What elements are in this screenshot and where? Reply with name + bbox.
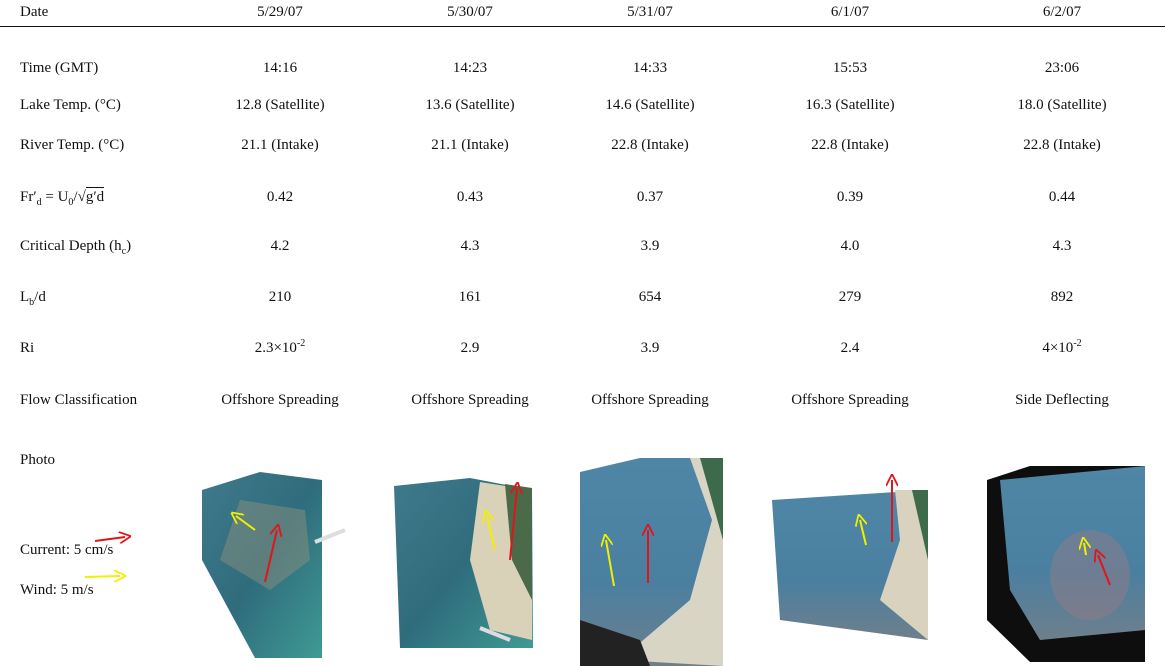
cell: 892 — [1050, 289, 1074, 305]
cell-part: L — [20, 289, 30, 305]
cell-part: ) — [126, 238, 132, 254]
cell: 21.1 (Intake) — [431, 137, 509, 153]
cell: 210 — [268, 289, 292, 305]
row-label: Flow Classification — [20, 392, 138, 408]
cell-part: Critical Depth (h — [20, 238, 122, 254]
cell-part: b — [29, 297, 35, 308]
row-label: Lake Temp. (°C) — [20, 97, 121, 113]
cell: 2.4 — [840, 340, 860, 356]
cell-part: √ — [77, 189, 86, 205]
row-label: River Temp. (°C) — [20, 137, 125, 153]
cell-part: = U — [41, 189, 69, 205]
cell: 14:16 — [262, 60, 298, 76]
cell: 22.8 (Intake) — [611, 137, 689, 153]
cell: Side Deflecting — [1015, 392, 1109, 408]
legend-arrows — [84, 537, 125, 577]
cell: 14.6 (Satellite) — [605, 97, 695, 113]
cell-part: / — [73, 189, 78, 205]
photo-2 — [394, 478, 533, 648]
row-label: Critical Depth (hc) — [20, 237, 132, 257]
cell-part: c — [121, 246, 127, 257]
cell: 0.37 — [636, 189, 664, 205]
cell: 279 — [838, 289, 862, 305]
cell: 2.3×10-2 — [255, 339, 306, 357]
cell: 0.42 — [266, 189, 294, 205]
cell: Offshore Spreading — [591, 392, 709, 408]
header-rule — [0, 26, 1165, 27]
cell: Offshore Spreading — [221, 392, 339, 408]
cell: 16.3 (Satellite) — [805, 97, 895, 113]
photo-1 — [202, 472, 346, 658]
photo-4 — [772, 480, 928, 640]
cell-part: g′d — [85, 187, 105, 205]
cell: 22.8 (Intake) — [811, 137, 889, 153]
cell: 4×10-2 — [1042, 339, 1081, 357]
cell: Offshore Spreading — [791, 392, 909, 408]
cell: 4.2 — [270, 238, 290, 254]
cell: 4.3 — [1052, 238, 1072, 254]
header-cell: 6/2/07 — [1042, 4, 1082, 20]
cell-part: 4×10 — [1042, 340, 1074, 356]
cell: 12.8 (Satellite) — [235, 97, 325, 113]
cell: 161 — [458, 289, 482, 305]
photo-5 — [987, 466, 1145, 662]
cell: 14:33 — [632, 60, 668, 76]
header-cell: 5/31/07 — [627, 4, 673, 20]
cell: Offshore Spreading — [411, 392, 529, 408]
header-cell: Date — [20, 4, 49, 20]
cell-part: -2 — [1073, 338, 1082, 349]
cell: 2.9 — [460, 340, 480, 356]
cell: 0.39 — [836, 189, 864, 205]
cell: 18.0 (Satellite) — [1017, 97, 1107, 113]
row-label: Time (GMT) — [20, 60, 99, 76]
cell: 3.9 — [640, 238, 660, 254]
cell: 0.44 — [1048, 189, 1076, 205]
cell-part: /d — [34, 289, 46, 305]
cell-part: d — [36, 197, 42, 208]
cell-part: 0 — [68, 197, 74, 208]
cell: 3.9 — [640, 340, 660, 356]
row-label: Photo — [20, 452, 56, 468]
photo-3 — [580, 458, 723, 666]
header-cell: 5/29/07 — [257, 4, 303, 20]
row-label: Lb/d — [20, 288, 46, 308]
cell: 4.0 — [840, 238, 860, 254]
header-cell: 5/30/07 — [447, 4, 493, 20]
cell-part: 2.3×10 — [254, 340, 297, 356]
cell: 22.8 (Intake) — [1023, 137, 1101, 153]
cell: 0.43 — [456, 189, 484, 205]
cell: 14:23 — [452, 60, 488, 76]
cell: 13.6 (Satellite) — [425, 97, 515, 113]
legend-wind: Wind: 5 m/s — [20, 582, 94, 598]
cell: 654 — [638, 289, 662, 305]
header-cell: 6/1/07 — [830, 4, 870, 20]
row-label: Fr′d = U0/√g′d — [20, 187, 105, 208]
cell: 4.3 — [460, 238, 480, 254]
cell: 21.1 (Intake) — [241, 137, 319, 153]
cell: 23:06 — [1044, 60, 1080, 76]
row-label: Ri — [20, 340, 35, 356]
cell-part: Fr′ — [20, 189, 37, 205]
cell: 15:53 — [832, 60, 868, 76]
cell-part: -2 — [296, 338, 306, 349]
legend-current: Current: 5 cm/s — [20, 542, 114, 558]
